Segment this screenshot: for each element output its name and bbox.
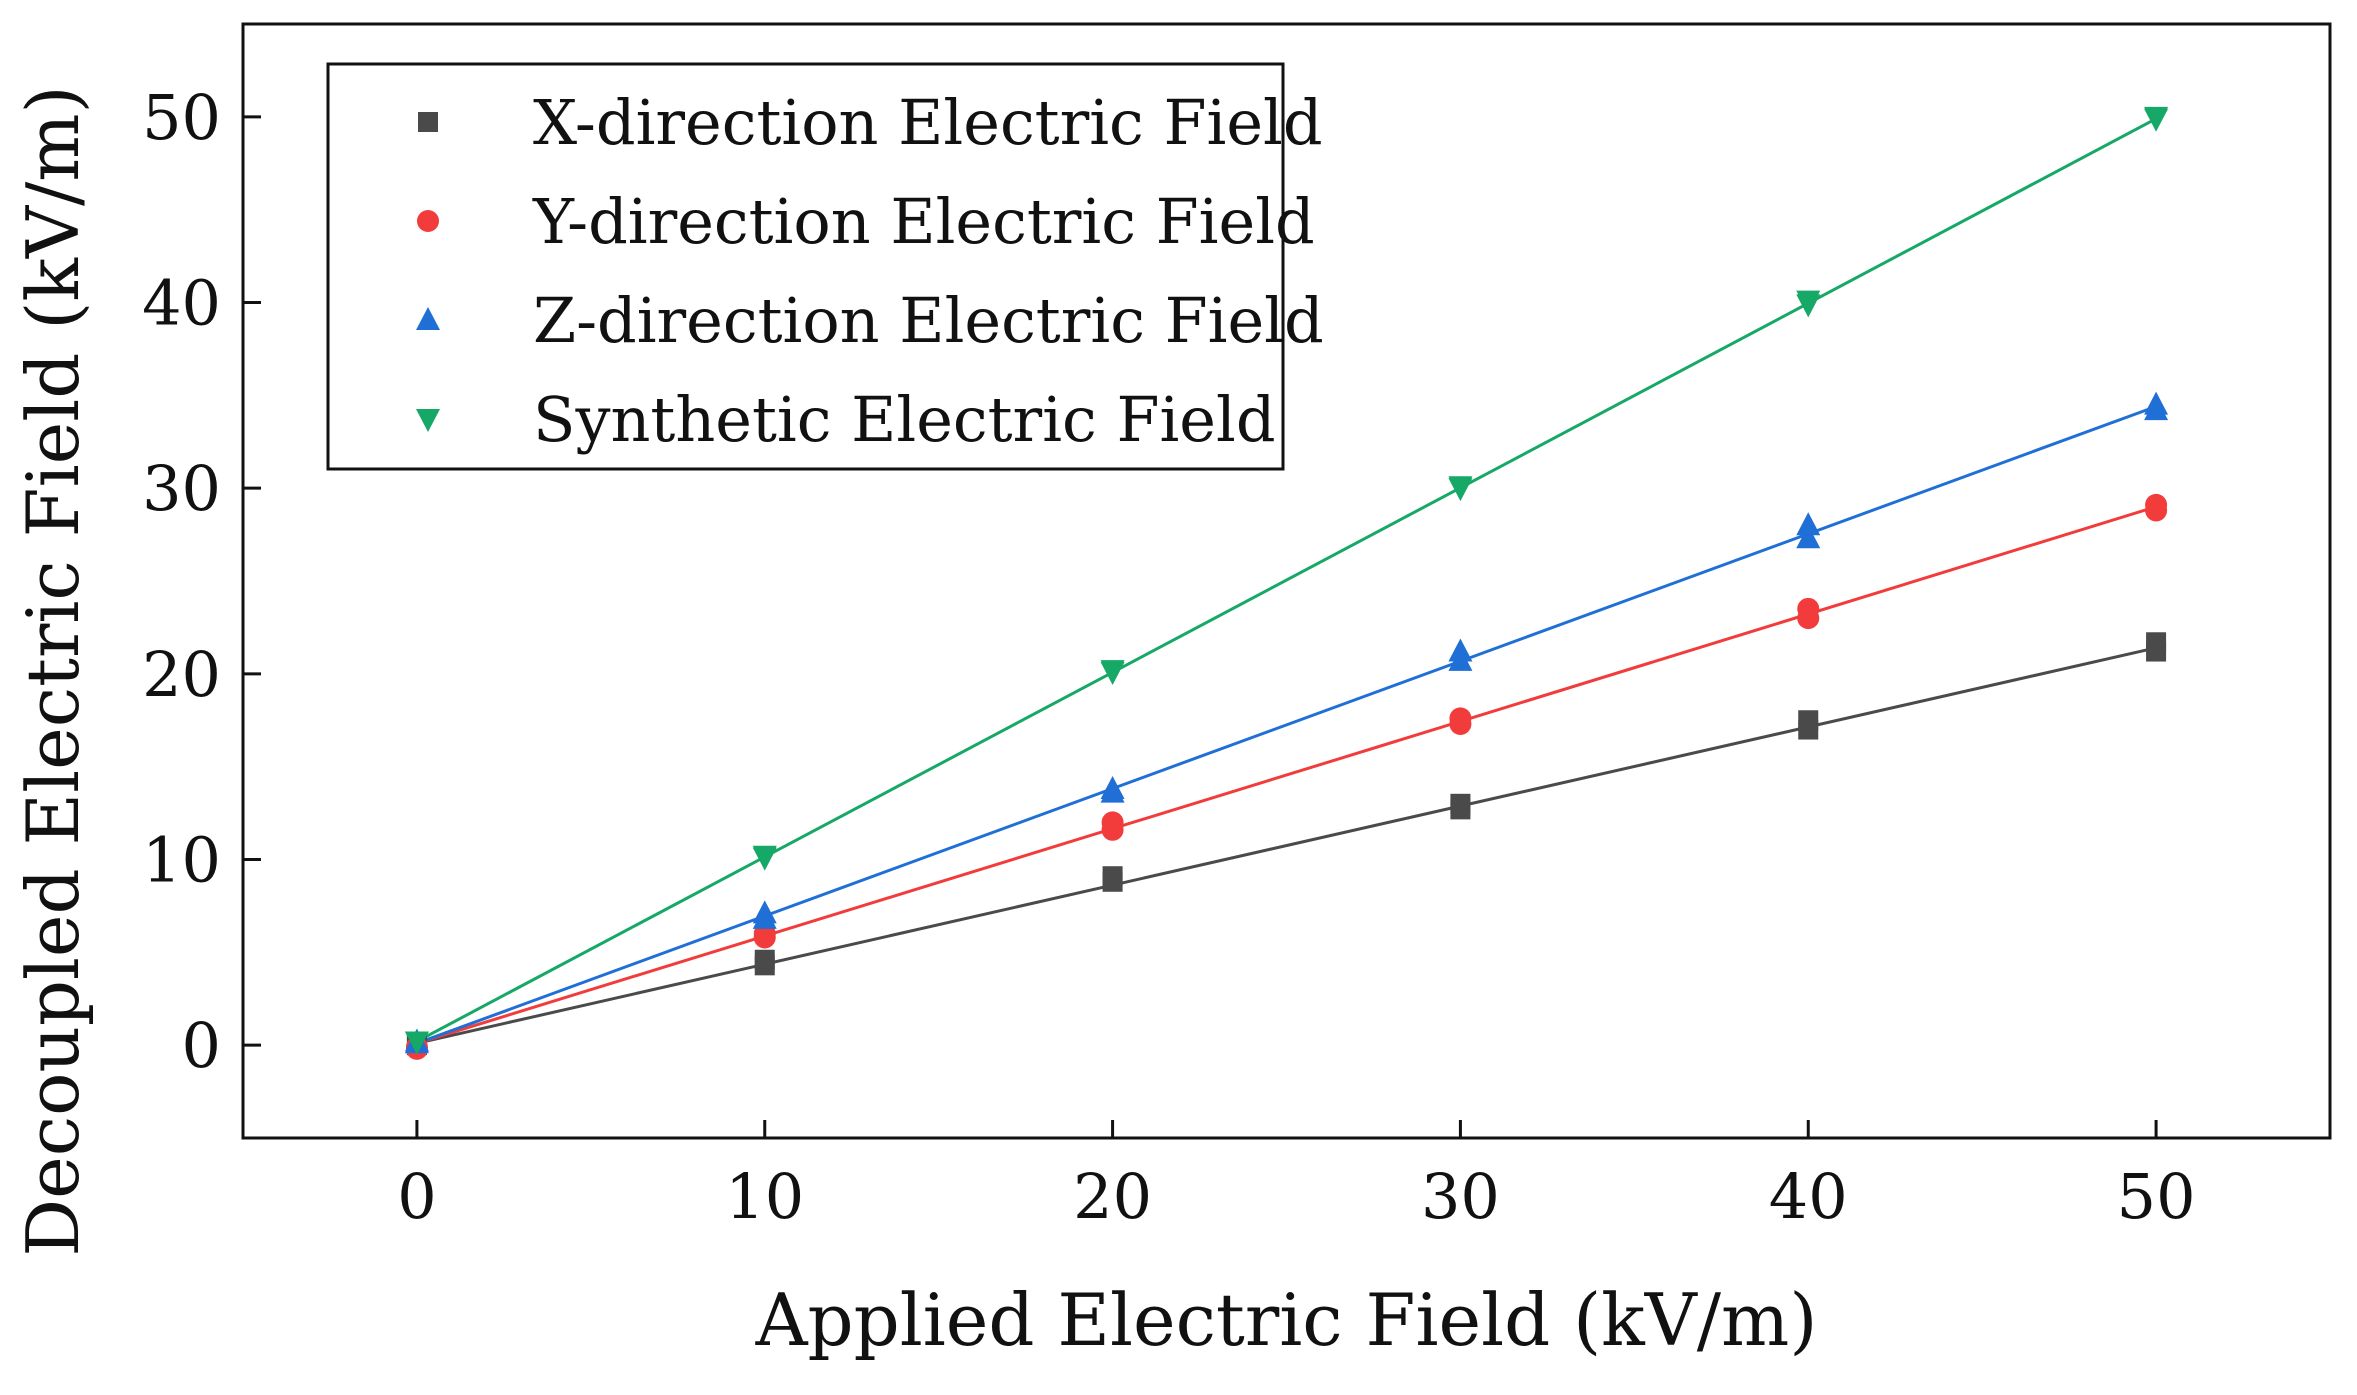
data-point-series-4 <box>1100 661 1125 685</box>
fit-line-series-1 <box>416 646 2157 1045</box>
y-tick-label: 30 <box>142 452 221 525</box>
x-axis-title: Applied Electric Field (kV/m) <box>755 1278 1818 1362</box>
data-point-series-2 <box>1449 707 1472 730</box>
y-tick-label: 0 <box>182 1009 221 1082</box>
x-tick-label: 10 <box>725 1160 804 1233</box>
legend-marker-series-2 <box>417 210 439 232</box>
data-point-series-1 <box>1450 793 1471 814</box>
y-tick-label: 40 <box>142 267 221 340</box>
x-tick-label: 30 <box>1421 1160 1500 1233</box>
data-point-series-4 <box>404 1031 429 1055</box>
ticks-layer: 0 10 20 30 40 50 0 10 20 30 40 50 <box>142 81 2195 1233</box>
data-point-series-4 <box>1796 294 1821 318</box>
legend-box <box>326 62 1285 471</box>
data-point-series-1 <box>1102 866 1123 887</box>
fit-line-series-4 <box>416 117 2157 1043</box>
fit-lines-layer <box>416 117 2157 1045</box>
data-point-series-3 <box>1448 638 1473 662</box>
legend-marker-series-3 <box>416 307 440 330</box>
legend-label-series-4: Synthetic Electric Field <box>533 383 1276 456</box>
data-point-series-1 <box>2146 632 2167 653</box>
data-point-series-4 <box>2144 108 2169 132</box>
x-tick-label: 40 <box>1769 1160 1848 1233</box>
data-point-series-2 <box>2145 493 2168 516</box>
plot-area-border <box>241 22 2332 1140</box>
fit-line-series-2 <box>416 505 2157 1045</box>
legend-label-series-3: Z-direction Electric Field <box>533 284 1324 357</box>
y-tick-label: 20 <box>142 638 221 711</box>
y-axis-title: Decoupled Electric Field (kV/m) <box>11 85 95 1256</box>
data-point-series-3 <box>1796 512 1821 536</box>
legend-label-series-2: Y-direction Electric Field <box>532 185 1315 258</box>
data-point-series-1 <box>754 949 775 970</box>
data-point-series-4 <box>752 847 777 871</box>
y-tick-label: 10 <box>142 824 221 897</box>
x-tick-label: 50 <box>2117 1160 2196 1233</box>
legend-marker-series-1 <box>418 112 438 132</box>
x-tick-label: 0 <box>397 1160 436 1233</box>
data-point-series-1 <box>1798 710 1819 731</box>
legend: X-direction Electric Field Y-direction El… <box>326 62 1324 471</box>
plot-frame-layer <box>241 22 2332 1140</box>
data-point-series-3 <box>752 900 777 924</box>
markers-layer <box>404 106 2169 1060</box>
fit-line-series-3 <box>416 405 2157 1045</box>
data-point-series-2 <box>1797 597 1820 620</box>
data-point-series-3 <box>1100 775 1125 799</box>
legend-label-series-1: X-direction Electric Field <box>533 86 1323 159</box>
data-point-series-3 <box>2144 391 2169 415</box>
data-point-series-2 <box>1101 811 1124 834</box>
x-tick-label: 20 <box>1073 1160 1152 1233</box>
data-point-series-3-repeat <box>1796 525 1821 549</box>
data-point-series-4 <box>1448 478 1473 502</box>
legend-marker-series-4 <box>416 409 440 432</box>
y-tick-label: 50 <box>142 81 221 154</box>
